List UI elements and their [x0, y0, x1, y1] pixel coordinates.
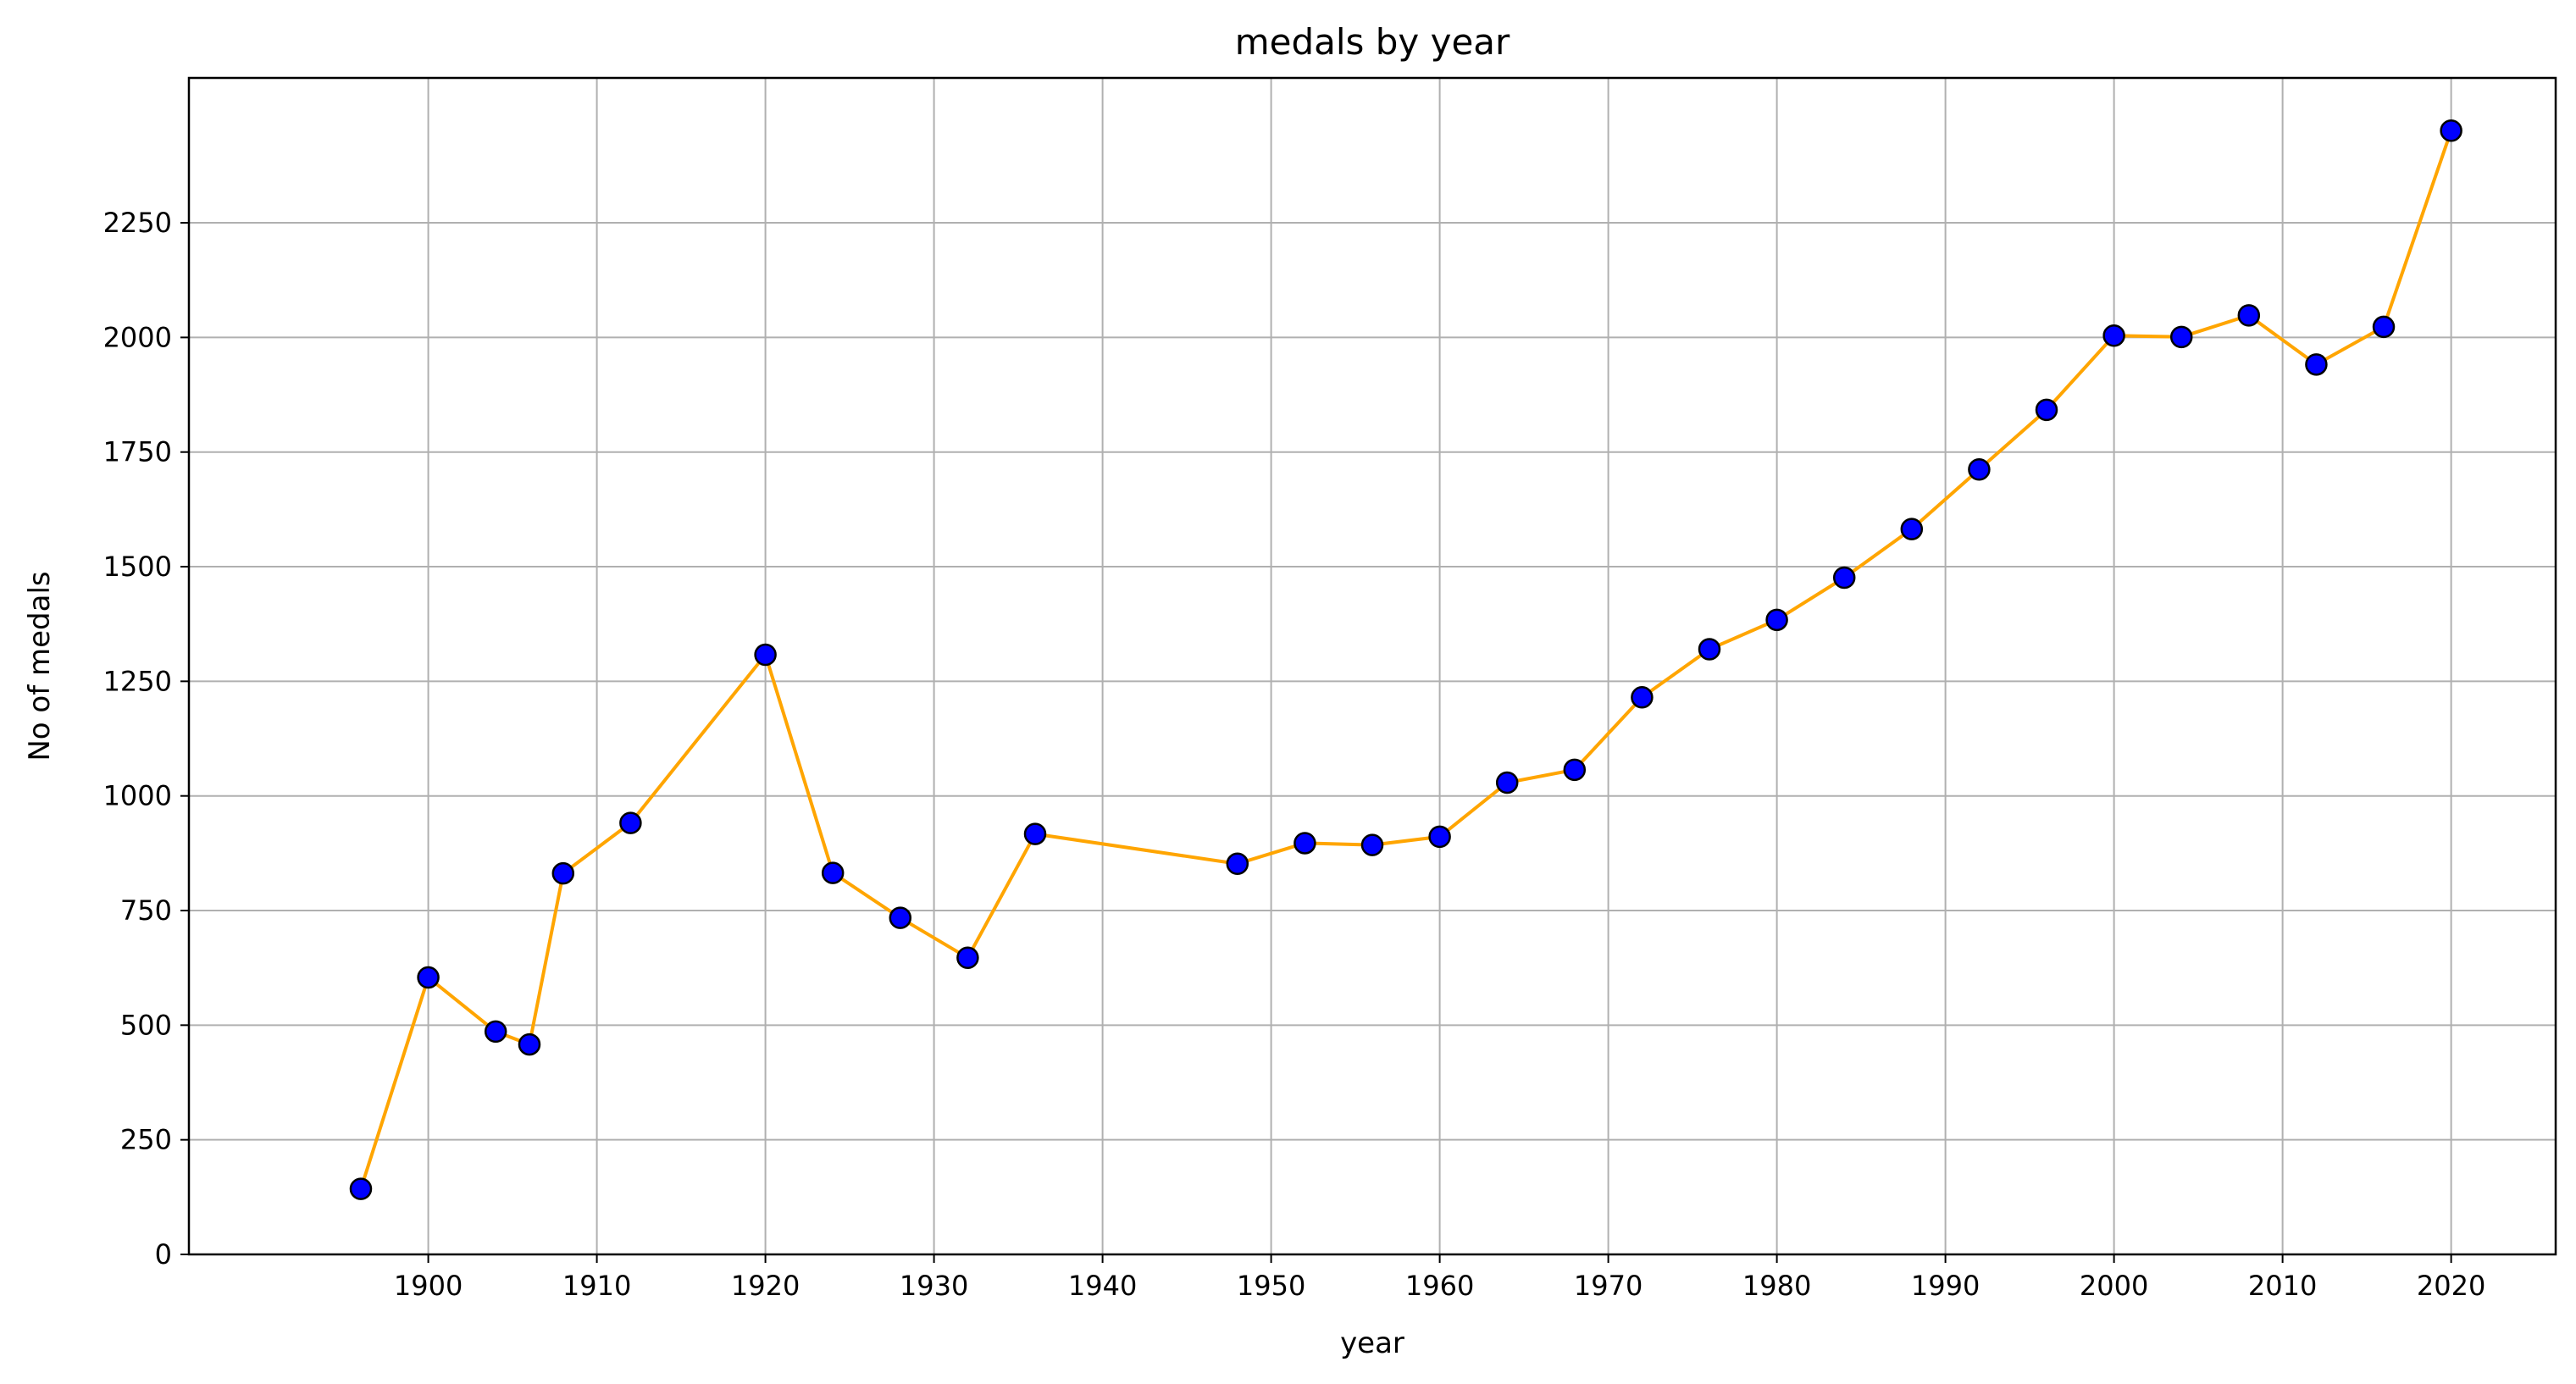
x-tick-label: 2010 — [2248, 1270, 2317, 1302]
y-tick-label: 2000 — [103, 321, 172, 353]
y-axis-label: No of medals — [23, 571, 57, 761]
x-tick-label: 1970 — [1574, 1270, 1643, 1302]
data-point — [1495, 771, 1519, 794]
y-tick-label: 1000 — [103, 780, 172, 812]
data-point — [2440, 119, 2462, 142]
data-point — [551, 861, 575, 885]
data-point — [956, 946, 979, 970]
data-point — [1631, 686, 1654, 709]
y-tick-label: 1500 — [103, 551, 172, 583]
data-point — [889, 906, 912, 929]
data-point — [1900, 518, 1924, 540]
x-tick-label: 1950 — [1237, 1270, 1305, 1302]
data-point — [1698, 638, 1721, 661]
plot-frame — [187, 76, 2557, 1256]
x-tick-label: 1920 — [731, 1270, 800, 1302]
series-layer — [349, 119, 2462, 1200]
data-point — [1765, 608, 1788, 632]
series-line — [359, 130, 2453, 1190]
data-point — [417, 966, 440, 989]
x-tick-label: 1930 — [900, 1270, 968, 1302]
data-point — [1428, 825, 1451, 849]
data-point — [2102, 324, 2125, 347]
data-point — [518, 1032, 541, 1056]
x-tick-label: 2000 — [2080, 1270, 2148, 1302]
data-point — [1023, 822, 1047, 845]
data-point — [1226, 852, 1249, 876]
data-point — [2237, 304, 2261, 327]
axes: 1900 1910 1920 1930 1940 1950 1960 1970 1980 1990… — [103, 207, 2486, 1302]
data-point — [1294, 832, 1316, 855]
x-tick-label: 2020 — [2417, 1270, 2485, 1302]
data-point — [484, 1020, 507, 1044]
x-axis-label: year — [1340, 1326, 1404, 1360]
y-tick-label: 500 — [120, 1009, 172, 1041]
data-point — [1832, 566, 1856, 590]
data-point — [821, 861, 845, 884]
data-point — [1360, 833, 1384, 856]
data-point — [2372, 315, 2396, 339]
x-tick-label: 1940 — [1068, 1270, 1137, 1302]
data-point — [2169, 325, 2193, 349]
y-tick-label: 0 — [155, 1238, 172, 1271]
data-point — [2035, 398, 2058, 422]
data-point — [754, 643, 777, 667]
x-tick-label: 1980 — [1742, 1270, 1811, 1302]
data-point — [619, 811, 642, 834]
data-point — [1968, 458, 1991, 481]
x-tick-label: 1990 — [1911, 1270, 1980, 1302]
data-point — [349, 1177, 373, 1200]
y-tick-label: 250 — [120, 1124, 172, 1156]
x-tick-label: 1960 — [1405, 1270, 1474, 1302]
chart-title: medals by year — [1235, 21, 1510, 63]
y-tick-label: 2250 — [103, 207, 172, 239]
y-tick-label: 1750 — [103, 436, 172, 468]
data-point — [2305, 353, 2328, 376]
x-tick-label: 1910 — [562, 1270, 631, 1302]
y-tick-label: 750 — [120, 894, 172, 927]
x-tick-label: 1900 — [394, 1270, 463, 1302]
y-tick-label: 1250 — [103, 665, 172, 697]
data-point — [1563, 758, 1587, 782]
